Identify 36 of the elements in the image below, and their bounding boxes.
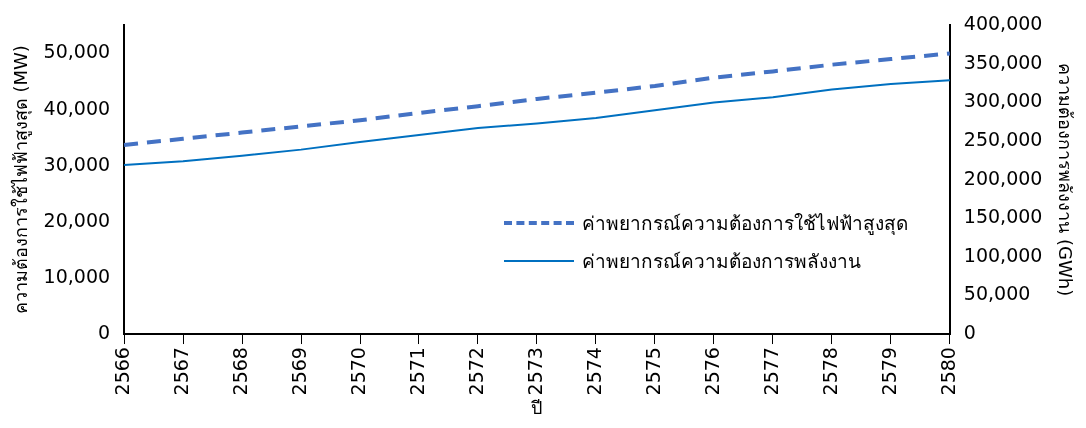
- x-tick-label: 2567: [170, 347, 192, 396]
- x-tick-label: 2576: [700, 347, 723, 396]
- y-tick-label: 0: [97, 320, 111, 343]
- x-axis-title: ปี: [531, 396, 543, 418]
- x-tick-label: 2572: [464, 347, 487, 396]
- y2-tick-label: 150,000: [963, 205, 1043, 228]
- y2-tick-label: 0: [963, 320, 976, 343]
- y-tick-label: 50,000: [43, 40, 111, 63]
- y2-tick-label: 50,000: [963, 282, 1031, 305]
- y-tick-label: 20,000: [43, 208, 111, 231]
- y-tick-label: 10,000: [43, 264, 111, 287]
- x-tick-label: 2573: [523, 347, 546, 396]
- x-tick-label: 2577: [759, 347, 782, 396]
- x-tick-label: 2574: [582, 347, 605, 396]
- y2-tick-label: 100,000: [963, 243, 1043, 266]
- y-tick-label: 30,000: [43, 152, 111, 175]
- x-tick-label: 2580: [936, 347, 959, 396]
- y2-tick-label: 400,000: [963, 12, 1043, 35]
- x-tick-label: 2569: [287, 347, 310, 396]
- legend-label: ค่าพยากรณ์ความต้องการใช้ไฟฟ้าสูงสุด: [582, 211, 908, 237]
- y2-tick-label: 250,000: [963, 128, 1043, 151]
- x-tick-label: 2579: [877, 347, 900, 396]
- x-tick-label: 2575: [641, 347, 664, 396]
- x-tick-label: 2571: [405, 347, 428, 396]
- x-tick-label: 2568: [228, 347, 251, 396]
- y-axis-title: ความต้องการใช้ไฟฟ้าสูงสุด (MW): [10, 45, 33, 315]
- x-tick-label: 2570: [346, 347, 369, 396]
- x-tick-label: 2566: [111, 347, 134, 396]
- line-series: [122, 51, 952, 147]
- y2-tick-label: 350,000: [963, 50, 1043, 73]
- y-tick-label: 40,000: [43, 96, 111, 119]
- y2-tick-label: 300,000: [963, 89, 1043, 112]
- y2-axis-title: ความต้องการพลังงาน (GWh): [1054, 63, 1076, 297]
- legend-label: ค่าพยากรณ์ความต้องการพลังงาน: [582, 249, 861, 274]
- y2-tick-label: 200,000: [963, 166, 1043, 189]
- x-tick-label: 2578: [818, 347, 841, 396]
